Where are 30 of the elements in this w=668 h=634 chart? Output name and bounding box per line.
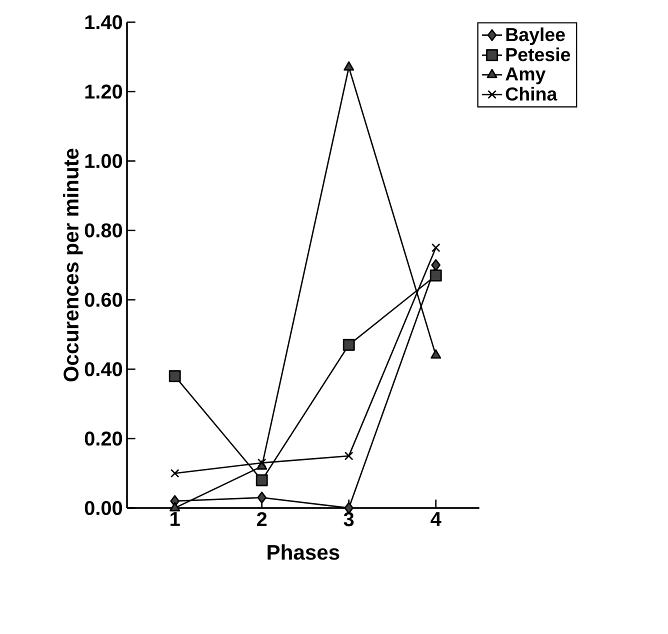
y-tick-label: 1.00 [85, 154, 122, 168]
point [431, 243, 440, 252]
y-tick-label: 0.00 [84, 500, 122, 516]
point [342, 338, 355, 351]
point [430, 349, 442, 359]
x-axis-title: Phases [268, 544, 340, 560]
y-tick-label: 0.20 [84, 432, 122, 446]
point [170, 468, 180, 478]
point [344, 61, 354, 71]
x-tick-label: 4 [430, 512, 442, 526]
legend-label: Petesie [506, 47, 570, 62]
y-tick-label: 0.60 [84, 292, 122, 307]
y-tick-label: 0.80 [84, 223, 122, 238]
y-tick-label: 1.40 [85, 15, 122, 30]
y-tick-label: 0.40 [84, 362, 122, 376]
point [430, 270, 442, 282]
x-tick-label: 3 [344, 512, 354, 526]
point [344, 452, 354, 460]
point [256, 474, 268, 486]
legend-label: Amy [506, 68, 546, 84]
legend-label: Baylee [506, 27, 565, 45]
point [257, 492, 267, 504]
x-tick-label: 1 [170, 512, 180, 526]
point [257, 458, 266, 468]
point [170, 502, 180, 512]
y-tick-label: 1.20 [85, 84, 122, 99]
y-axis-title: Occurences per minute [63, 148, 83, 382]
legend-label: China [506, 86, 558, 101]
x-tick-label: 2 [257, 512, 267, 526]
point [168, 370, 181, 382]
